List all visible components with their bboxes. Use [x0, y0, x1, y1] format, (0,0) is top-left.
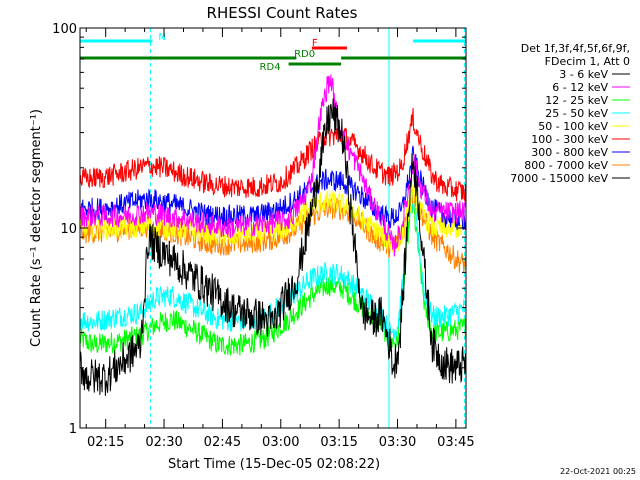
x-axis-ticks: 02:15 02:30 02:45 03:00 03:15 03:30 03:45 — [85, 28, 475, 450]
legend-label-7000-15000-kev: 7000 - 15000 keV — [510, 172, 608, 185]
legend: Det 1f,3f,4f,5f,6f,9f,FDecim 1, Att 03 -… — [510, 42, 630, 185]
series-line-100-300-kev — [79, 107, 467, 203]
legend-label-25-50-kev: 25 - 50 keV — [545, 107, 608, 120]
x-tick-label-02-15: 02:15 — [87, 435, 124, 450]
legend-label-6-12-kev: 6 - 12 keV — [552, 81, 608, 94]
series-line-300-800-kev — [79, 145, 467, 231]
x-tick-label-03-45: 03:45 — [437, 435, 474, 450]
footer-date: 22-Oct-2021 00:25 — [560, 467, 636, 476]
legend-label-100-300-kev: 100 - 300 keV — [531, 133, 608, 146]
x-tick-label-02-30: 02:30 — [145, 435, 182, 450]
legend-header-2: FDecim 1, Att 0 — [545, 55, 630, 68]
series-line-3-6-kev — [79, 98, 467, 396]
legend-label-12-25-kev: 12 - 25 keV — [545, 94, 608, 107]
state-bar-label-f: F — [312, 38, 318, 49]
x-tick-label-03-15: 03:15 — [320, 435, 357, 450]
legend-label-3-6-kev: 3 - 6 keV — [559, 68, 608, 81]
y-tick-label-1: 1 — [69, 422, 77, 437]
data-series — [79, 74, 467, 396]
y-tick-label-100: 100 — [52, 22, 77, 37]
x-axis-label: Start Time (15-Dec-05 02:08:22) — [168, 457, 380, 472]
series-line-25-50-kev — [79, 189, 467, 342]
x-tick-label-02-45: 02:45 — [204, 435, 241, 450]
y-axis-ticks: 1 10 100 — [52, 22, 466, 437]
state-bar-label-rd0: RD0 — [294, 49, 315, 60]
legend-label-300-800-kev: 300 - 800 keV — [531, 146, 608, 159]
series-line-6-12-kev — [79, 74, 467, 257]
y-axis-label: Count Rate (s⁻¹ detector segment⁻¹) — [29, 109, 44, 347]
x-tick-label-03-30: 03:30 — [379, 435, 416, 450]
legend-label-800-7000-kev: 800 - 7000 keV — [524, 159, 608, 172]
y-tick-label-10: 10 — [60, 222, 77, 237]
x-tick-label-03-00: 03:00 — [262, 435, 299, 450]
legend-label-50-100-kev: 50 - 100 keV — [538, 120, 608, 133]
legend-header-1: Det 1f,3f,4f,5f,6f,9f, — [521, 42, 630, 55]
chart-title: RHESSI Count Rates — [207, 4, 358, 22]
state-bar-label-n: N — [158, 32, 165, 43]
state-bar-label-rd4: RD4 — [260, 62, 281, 73]
